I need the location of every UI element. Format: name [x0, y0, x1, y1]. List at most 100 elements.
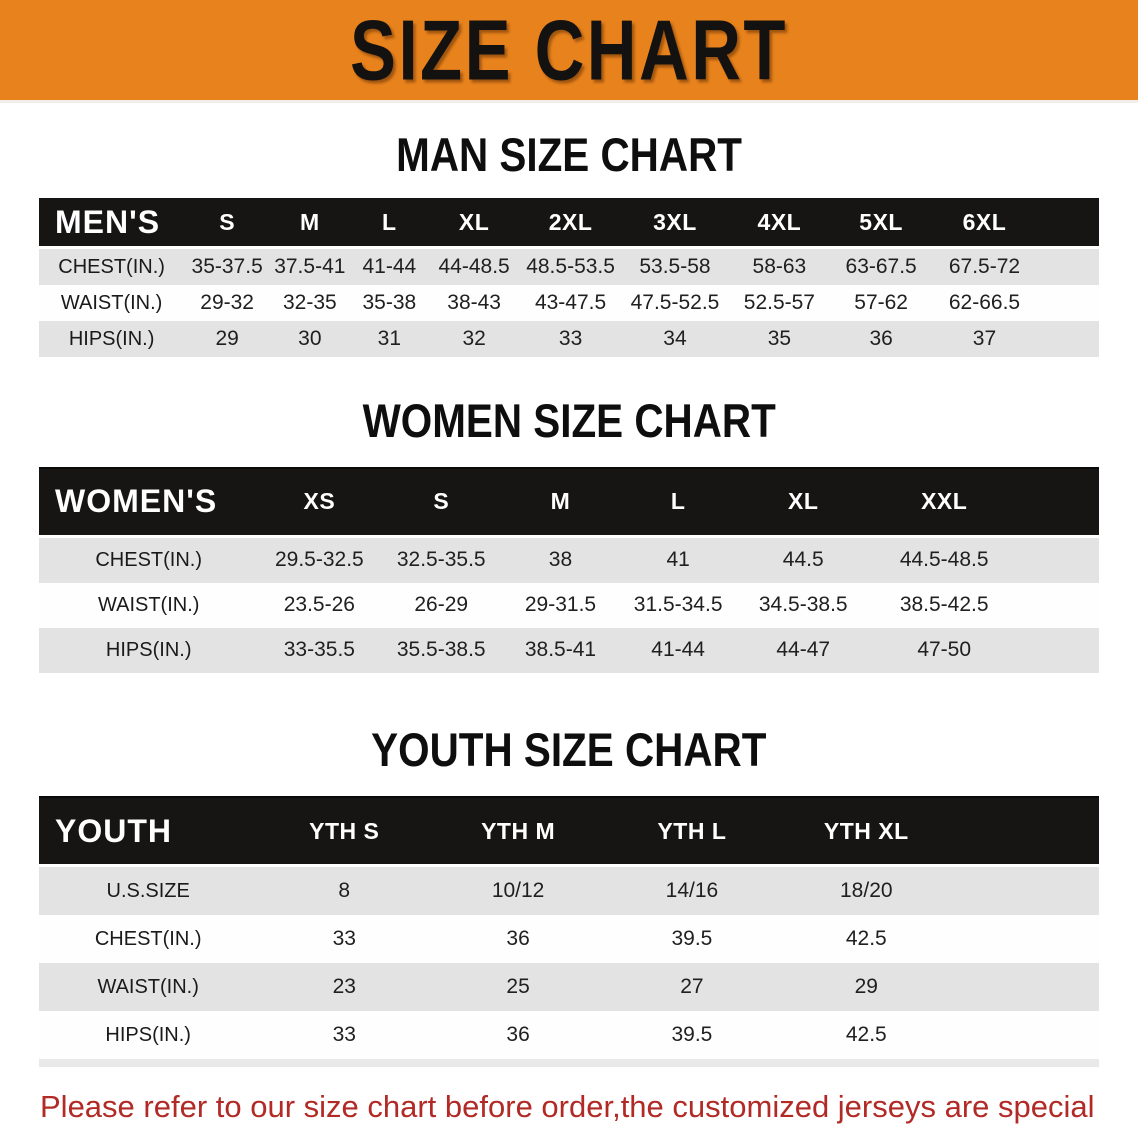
women-size-chart-heading-text: WOMEN SIZE CHART: [362, 394, 776, 448]
size-value: 29.5-32.5: [258, 534, 381, 583]
table-row: WAIST(IN.) 29-32 32-35 35-38 38-43 43-47.5 47.…: [39, 285, 1099, 322]
size-column-header: 4XL: [727, 198, 831, 248]
size-column-header: L: [349, 198, 430, 248]
size-column-header: 6XL: [931, 198, 1038, 248]
size-column-header: M: [502, 466, 619, 538]
size-value: 42.5: [845, 927, 887, 951]
size-value: 36: [506, 1023, 530, 1047]
table-row: CHEST(IN.) 29.5-32.5 32.5-35.5 38 41 44.5 44.5…: [39, 534, 1099, 583]
man-size-chart-heading: MAN SIZE CHART: [0, 130, 1138, 180]
size-value: 33: [558, 327, 583, 351]
size-value: 38: [502, 534, 619, 583]
size-column-header: S: [380, 466, 503, 538]
table-header-row: YOUTH YTH S YTH M YTH L YTH XL: [39, 796, 1099, 867]
table-row: CHEST(IN.) 35-37.5 37.5-41 41-44 44-48.5 48.5…: [39, 246, 1099, 286]
youth-size-chart-heading-text: YOUTH SIZE CHART: [371, 722, 767, 776]
size-value: 38.5-41: [524, 638, 597, 662]
size-value: 57-62: [854, 291, 908, 315]
size-chart-title: SIZE CHART: [350, 1, 788, 98]
size-value: 44.5-48.5: [868, 534, 1020, 583]
cell-spacer: [954, 915, 1099, 963]
size-value: 31: [377, 327, 401, 351]
size-value: 29: [215, 327, 239, 351]
size-value: 38.5-42.5: [899, 593, 989, 617]
size-value: 38-43: [447, 291, 501, 315]
size-value: 33-35.5: [283, 638, 355, 662]
table-header-row: MEN'S S M L XL 2XL 3XL 4XL 5XL 6XL: [39, 198, 1099, 248]
size-column-header: XXL: [868, 466, 1020, 538]
table-row: HIPS(IN.) 33 36 39.5 42.5: [39, 1011, 1099, 1060]
size-column-header: XL: [737, 466, 869, 538]
size-column-header: YTH L: [605, 796, 779, 867]
table-header-row: WOMEN'S XS S M L XL XXL: [39, 466, 1099, 538]
size-value: 10/12: [431, 864, 606, 916]
size-column-header: YTH XL: [778, 796, 954, 867]
table-row: HIPS(IN.) 33-35.5 35.5-38.5 38.5-41 41-44 44-…: [39, 627, 1099, 673]
size-value: 53.5-58: [621, 246, 728, 286]
size-value: 62-66.5: [948, 291, 1021, 315]
row-label: U.S.SIZE: [39, 864, 258, 916]
size-value: 48.5-53.5: [519, 246, 622, 286]
cell-spacer: [1019, 583, 1099, 628]
size-value: 47.5-52.5: [630, 291, 720, 315]
size-value: 52.5-57: [743, 291, 815, 315]
disclaimer-text: Please refer to our size chart before or…: [40, 1084, 1118, 1132]
row-label: HIPS(IN.): [68, 327, 155, 350]
table-row: WAIST(IN.) 23.5-26 26-29 29-31.5 31.5-34.5 34…: [39, 582, 1099, 628]
size-value: 25: [506, 975, 530, 999]
row-label: HIPS(IN.): [105, 638, 192, 661]
header-spacer: [1019, 466, 1099, 538]
size-value: 32-35: [282, 291, 337, 315]
row-label: WAIST(IN.): [97, 593, 200, 616]
cell-spacer: [1019, 628, 1099, 673]
size-value: 42.5: [845, 1023, 887, 1047]
disclaimer-line-1: Please refer to our size chart before or…: [40, 1089, 1095, 1125]
row-label: CHEST(IN.): [39, 246, 185, 286]
youth-size-table: YOUTH YTH S YTH M YTH L YTH XL U.S.SIZE 8 10/12…: [39, 796, 1099, 1060]
youth-table-bottom-strip: [39, 1059, 1099, 1068]
size-value: 23.5-26: [283, 593, 355, 617]
size-value: 26-29: [414, 593, 469, 617]
header-spacer: [953, 796, 1099, 867]
table-row: CHEST(IN.) 33 36 39.5 42.5: [39, 915, 1099, 964]
row-label: CHEST(IN.): [94, 927, 202, 950]
size-value: 47-50: [917, 638, 972, 662]
size-chart-banner: SIZE CHART: [0, 0, 1138, 103]
size-value: 36: [506, 927, 530, 951]
size-value: 29-32: [200, 291, 254, 315]
size-value: 44.5: [737, 534, 869, 583]
size-value: 41-44: [651, 638, 705, 662]
size-value: 39.5: [671, 927, 713, 951]
size-value: 37.5-41: [270, 246, 350, 286]
size-value: 35-38: [362, 291, 417, 315]
size-column-header: XS: [258, 466, 381, 538]
size-value: 37: [972, 327, 997, 351]
size-column-header: YTH S: [257, 796, 432, 867]
table-row: HIPS(IN.) 29 30 31 32 33 34 35 36 37: [39, 321, 1099, 358]
mens-size-table: MEN'S S M L XL 2XL 3XL 4XL 5XL 6XL CHEST(IN.) 35-37…: [39, 198, 1099, 358]
size-column-header: 3XL: [621, 198, 728, 248]
size-value: 34.5-38.5: [758, 593, 848, 617]
size-value: 34: [663, 327, 687, 351]
size-column-header: 2XL: [519, 198, 622, 248]
size-value: 27: [680, 975, 704, 999]
size-value: 23: [332, 975, 356, 999]
size-value: 44-48.5: [429, 246, 520, 286]
size-value: 36: [869, 327, 893, 351]
size-value: 31.5-34.5: [633, 593, 723, 617]
size-value: 33: [332, 1023, 356, 1047]
size-value: 32: [462, 327, 486, 351]
row-label: CHEST(IN.): [39, 534, 259, 583]
cell-spacer: [954, 1011, 1099, 1059]
size-value: 58-63: [727, 246, 831, 286]
size-value: 44-47: [776, 638, 831, 662]
size-value: 43-47.5: [534, 291, 607, 315]
size-value: 63-67.5: [830, 246, 932, 286]
size-value: 41: [618, 534, 738, 583]
size-value: 35-37.5: [184, 246, 271, 286]
size-value: 29-31.5: [524, 593, 597, 617]
group-label: MEN'S: [39, 198, 185, 248]
size-value: 30: [298, 327, 322, 351]
size-value: 39.5: [671, 1023, 713, 1047]
row-label: WAIST(IN.): [60, 291, 163, 314]
